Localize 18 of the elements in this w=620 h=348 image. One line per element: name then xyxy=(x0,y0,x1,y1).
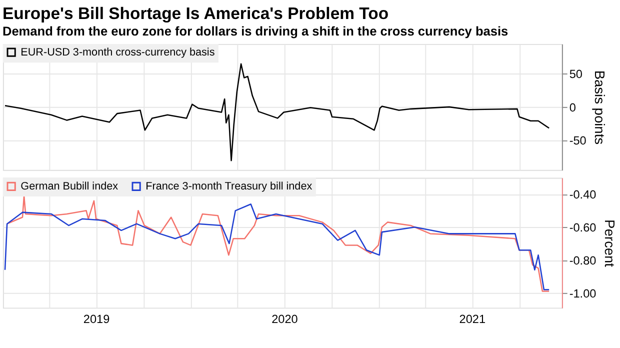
y-tick-label: -0.40 xyxy=(569,188,597,202)
y-tick-label: -1.00 xyxy=(569,286,597,300)
y-axis-title: Basis points xyxy=(592,70,608,145)
x-tick-label: 2021 xyxy=(459,312,486,326)
y-tick-label: -0.60 xyxy=(569,220,597,235)
chart-title: Europe's Bill Shortage Is America's Problem Too xyxy=(2,4,389,23)
y-tick-label: -0.80 xyxy=(569,253,597,268)
legend-label: France 3-month Treasury bill index xyxy=(146,180,313,192)
y-tick-label: 0 xyxy=(569,100,576,114)
y-tick-label: 50 xyxy=(569,67,583,82)
chart-subtitle: Demand from the euro zone for dollars is driving a shift in the cross currency basis xyxy=(2,24,508,39)
line-series xyxy=(4,63,550,162)
y-tick-label: -50 xyxy=(569,134,587,148)
legend-label: German Bubill index xyxy=(20,180,119,192)
legend-label: EUR-USD 3-month cross-currency basis xyxy=(20,46,216,58)
x-tick-label: 2019 xyxy=(83,312,110,326)
y-axis-title: Percent xyxy=(602,220,618,268)
x-tick-label: 2020 xyxy=(272,312,298,326)
